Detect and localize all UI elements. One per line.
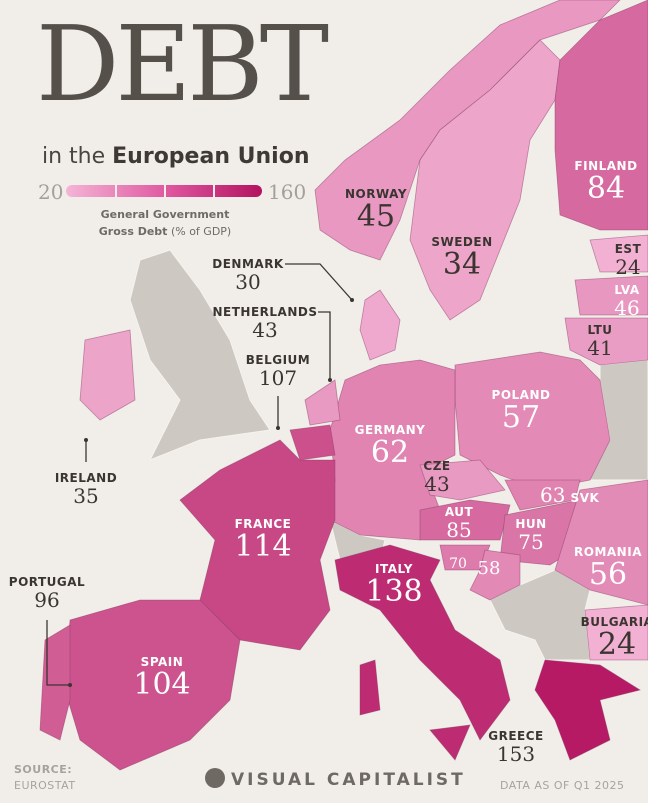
data-note: DATA AS OF Q1 2025: [500, 779, 625, 792]
label-hungary: HUN 75: [515, 517, 547, 554]
country-finland[interactable]: [554, 0, 648, 231]
country-slovakia[interactable]: [504, 479, 581, 511]
label-denmark: DENMARK 30: [212, 257, 284, 294]
label-estonia: EST 24: [614, 242, 642, 279]
label-latvia: LVA 46: [614, 283, 640, 320]
label-italy: ITALY 138: [365, 562, 423, 609]
country-france[interactable]: [179, 439, 336, 651]
country-estonia[interactable]: [589, 234, 648, 273]
legend-caption: General Government Gross Debt (% of GDP): [98, 208, 232, 238]
country-croatia[interactable]: [469, 549, 521, 601]
country-denmark[interactable]: [359, 289, 401, 361]
label-romania: ROMANIA 56: [574, 545, 642, 592]
label-slovenia: 70: [449, 556, 467, 572]
country-portugal[interactable]: [39, 624, 71, 741]
leader-netherlands: [318, 311, 331, 380]
label-germany: GERMANY 62: [354, 423, 426, 470]
brand-icon: [205, 768, 225, 788]
country-spain[interactable]: [64, 599, 241, 771]
label-belgium: BELGIUM 107: [245, 353, 311, 390]
uk-land: [129, 249, 271, 461]
label-poland: POLAND 57: [491, 388, 551, 435]
label-ireland: IRELAND 35: [54, 471, 118, 508]
label-austria: AUT 85: [444, 505, 474, 542]
page-subtitle: in the European Union: [42, 144, 310, 169]
page-title: DEBT: [36, 3, 329, 125]
label-portugal: PORTUGAL 96: [8, 575, 86, 612]
label-finland: FINLAND 84: [574, 159, 638, 206]
label-norway: NORWAY 45: [344, 187, 408, 234]
country-belgium[interactable]: [289, 424, 336, 461]
country-ireland[interactable]: [79, 329, 136, 421]
country-netherlands[interactable]: [304, 379, 341, 426]
country-sweden[interactable]: [409, 39, 561, 321]
label-sweden: SWEDEN 34: [431, 235, 493, 282]
country-bulgaria[interactable]: [584, 604, 648, 661]
label-lithuania: LTU 41: [587, 323, 613, 360]
label-france: FRANCE 114: [234, 517, 292, 564]
legend-max: 160: [268, 180, 307, 204]
label-netherlands: NETHERLANDS 43: [212, 305, 318, 342]
label-spain: SPAIN 104: [133, 655, 191, 702]
label-croatia: 58: [477, 558, 501, 579]
source: SOURCE: EUROSTAT: [14, 763, 76, 792]
leader-denmark: [285, 263, 353, 301]
country-italy-sicily[interactable]: [429, 724, 471, 761]
label-bulgaria: BULGARIA 24: [580, 615, 648, 662]
legend-min: 20: [38, 180, 64, 204]
country-latvia[interactable]: [574, 275, 648, 316]
country-romania[interactable]: [554, 479, 648, 606]
country-greece[interactable]: [534, 659, 642, 761]
country-italy[interactable]: [334, 544, 511, 741]
leader-portugal: [46, 620, 70, 686]
legend-color-bar: [66, 185, 262, 197]
brand-logo: VISUAL CAPITALIST: [205, 768, 466, 790]
label-czechia: CZE 43: [423, 459, 451, 496]
country-lithuania[interactable]: [564, 317, 648, 366]
country-czechia[interactable]: [419, 459, 506, 501]
label-greece: GREECE 153: [488, 729, 544, 766]
country-italy-sardinia[interactable]: [359, 659, 381, 716]
country-poland[interactable]: [454, 351, 611, 491]
label-slovakia: 63 SVK: [540, 483, 600, 507]
